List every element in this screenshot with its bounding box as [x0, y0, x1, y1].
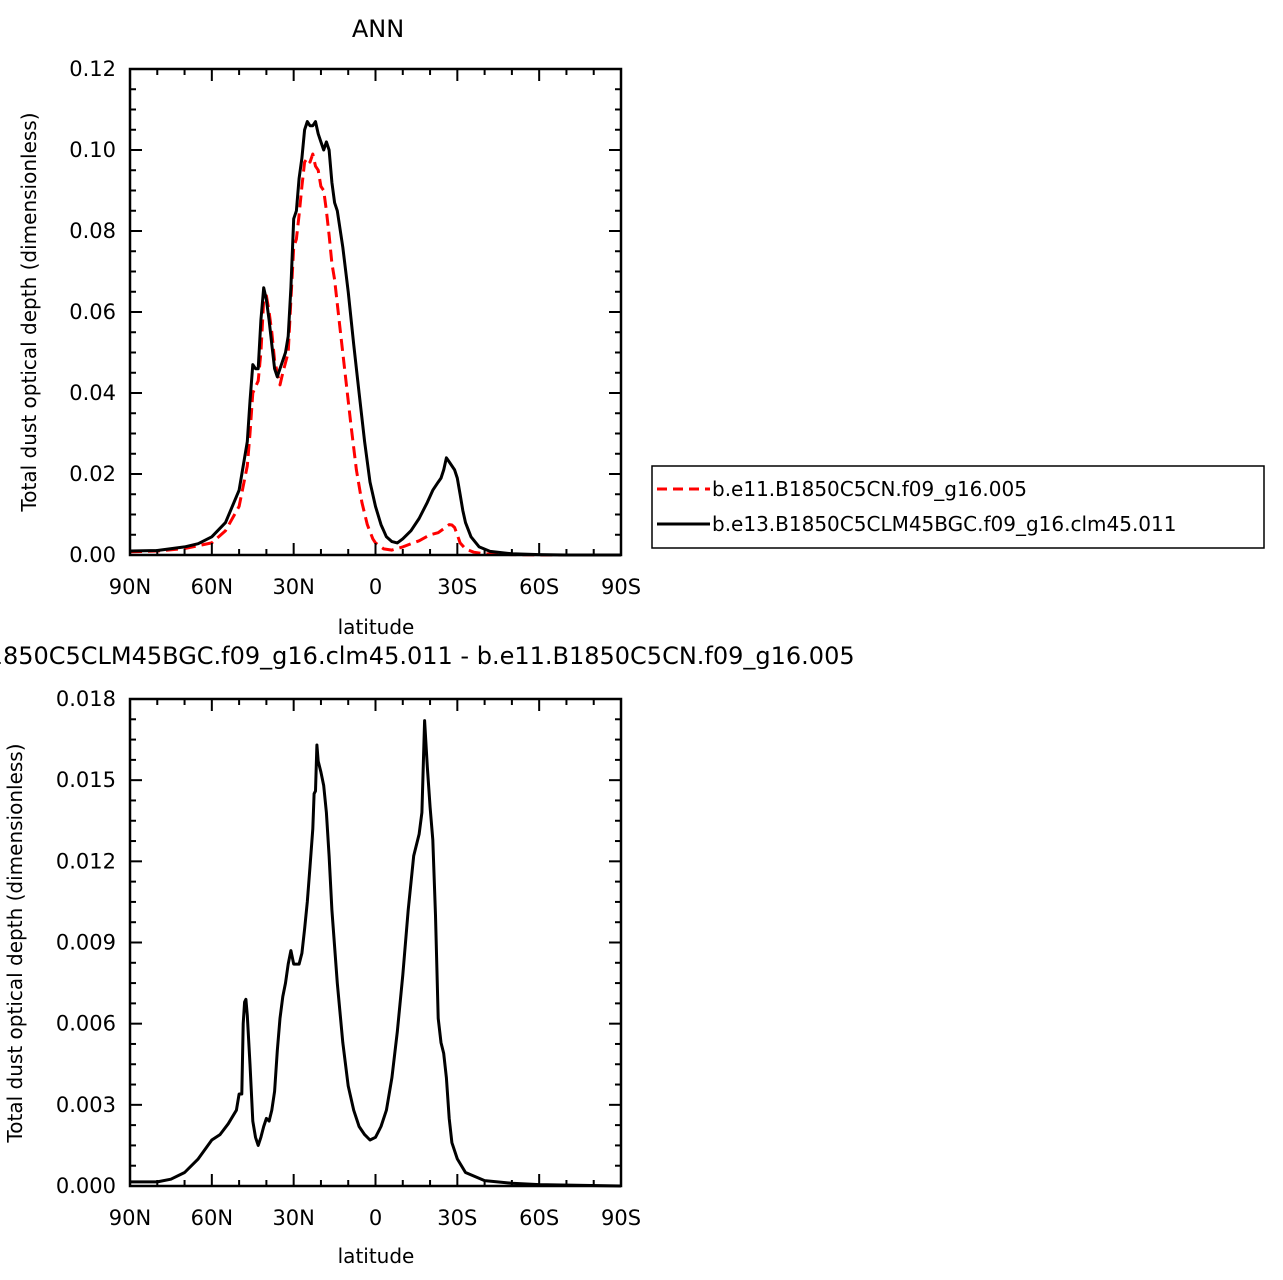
- y-tick-label: 0.02: [69, 462, 116, 486]
- series-line-1: [129, 152, 621, 557]
- x-tick-label: 30S: [437, 575, 477, 599]
- bottom-panel: b.e13.B1850C5CLM45BGC.f09_g16.clm45.011 …: [0, 642, 855, 1268]
- x-tick-label: 30S: [437, 1206, 477, 1230]
- top-panel: ANN 90N 60N 30N 0 30S 60S 90S 0.00 0.02 0.04 0.06 0…: [17, 15, 641, 639]
- legend-label-series-1: b.e11.B1850C5CN.f09_g16.005: [712, 477, 1027, 501]
- top-plot-frame: [128, 67, 623, 557]
- y-tick-label: 0.06: [69, 300, 116, 324]
- x-tick-label: 60S: [519, 1206, 559, 1230]
- x-tick-label: 90N: [109, 1206, 151, 1230]
- top-chart-title: ANN: [352, 15, 404, 43]
- bottom-plot-frame: [128, 697, 623, 1188]
- bottom-y-axis-title: Total dust optical depth (dimensionless): [3, 743, 27, 1143]
- y-tick-label: 0.000: [56, 1174, 116, 1198]
- series-line-2: [129, 120, 621, 557]
- x-tick-label: 0: [369, 1206, 382, 1230]
- top-x-axis-title: latitude: [338, 615, 415, 639]
- y-tick-label: 0.018: [56, 687, 116, 711]
- y-tick-label: 0.009: [56, 931, 116, 955]
- x-tick-label: 90N: [109, 575, 151, 599]
- y-tick-label: 0.12: [69, 57, 116, 81]
- bottom-chart-title: b.e13.B1850C5CLM45BGC.f09_g16.clm45.011 …: [0, 642, 855, 670]
- legend-box: [651, 465, 1265, 549]
- top-y-axis-title: Total dust optical depth (dimensionless): [17, 112, 41, 512]
- legend: b.e11.B1850C5CN.f09_g16.005 b.e13.B1850C…: [651, 465, 1265, 549]
- x-tick-label: 90S: [601, 1206, 641, 1230]
- y-tick-label: 0.012: [56, 849, 116, 873]
- x-tick-label: 60N: [191, 1206, 233, 1230]
- x-tick-label: 30N: [272, 1206, 314, 1230]
- x-tick-label: 30N: [272, 575, 314, 599]
- y-tick-label: 0.04: [69, 381, 116, 405]
- y-tick-label: 0.10: [69, 138, 116, 162]
- legend-label-series-2: b.e13.B1850C5CLM45BGC.f09_g16.clm45.011: [712, 512, 1176, 536]
- x-tick-label: 60N: [191, 575, 233, 599]
- y-tick-label: 0.003: [56, 1093, 116, 1117]
- bottom-x-axis-title: latitude: [338, 1244, 415, 1268]
- x-tick-label: 0: [369, 575, 382, 599]
- y-tick-label: 0.006: [56, 1012, 116, 1036]
- series-line-1: [130, 719, 622, 1188]
- x-tick-label: 90S: [601, 575, 641, 599]
- y-tick-label: 0.08: [69, 219, 116, 243]
- y-tick-label: 0.00: [69, 543, 116, 567]
- y-tick-label: 0.015: [56, 768, 116, 792]
- x-tick-label: 60S: [519, 575, 559, 599]
